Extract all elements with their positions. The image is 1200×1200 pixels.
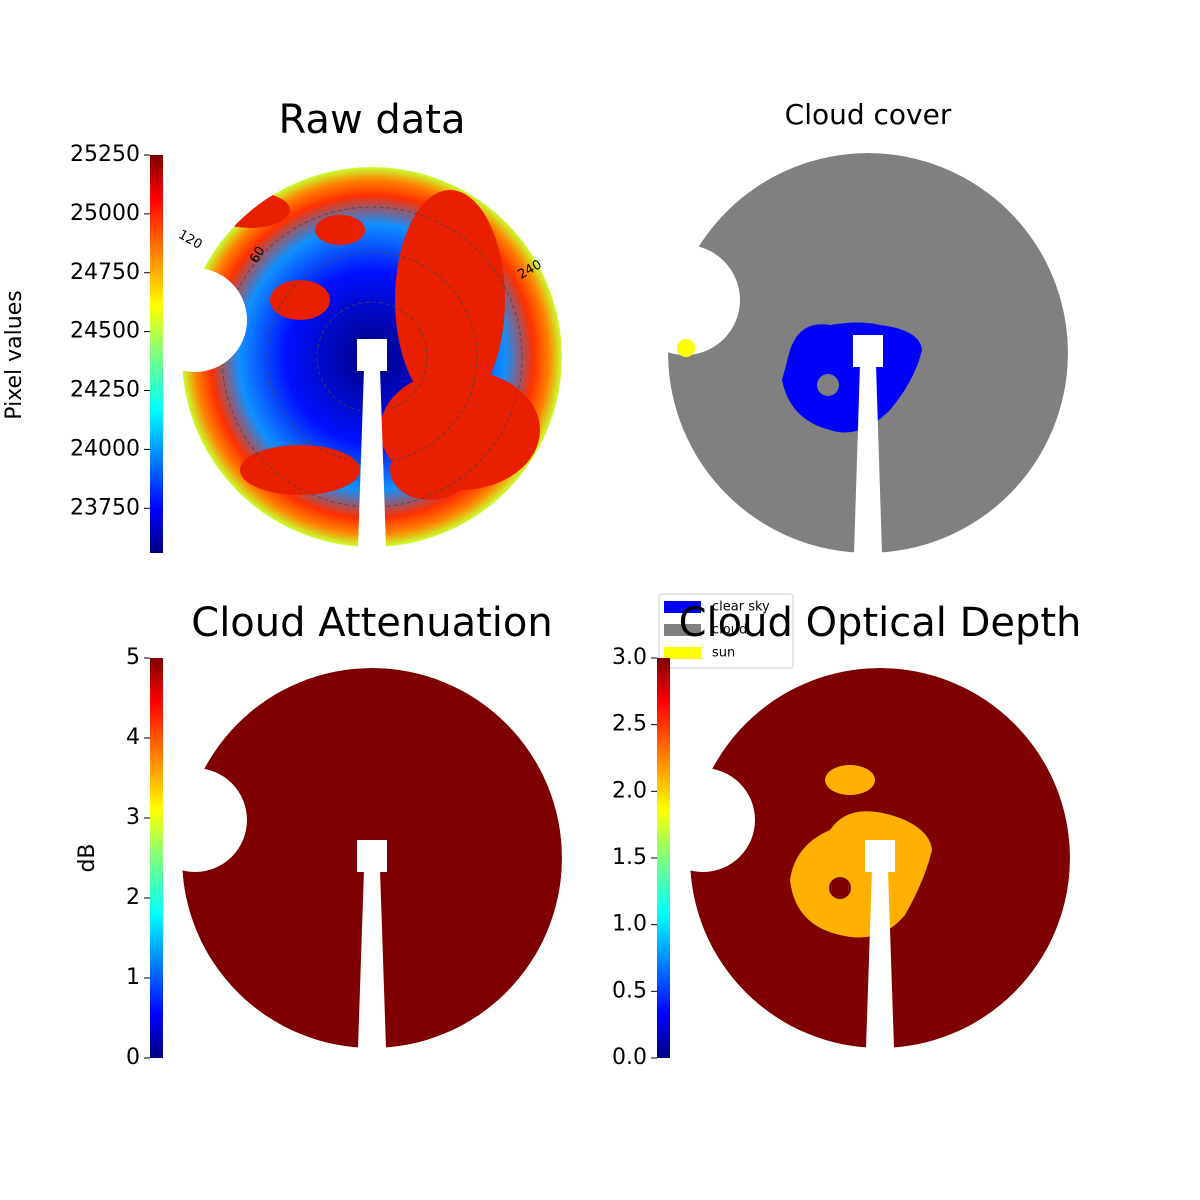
sky-image [668, 153, 1068, 553]
colorbar-tick-label: 1 [126, 965, 140, 990]
colorbar-tick-label: 2.5 [612, 712, 647, 737]
panel-title: Raw data [279, 97, 466, 143]
colorbar [150, 155, 163, 553]
sky-image [182, 668, 562, 1048]
colorbar-tick-label: 3.0 [612, 645, 647, 670]
sky-image [182, 167, 562, 547]
hole [817, 374, 839, 396]
cloud-patch [270, 280, 330, 320]
colorbar-tick-label: 4 [126, 725, 140, 750]
thin-patch [825, 765, 875, 795]
hole [829, 877, 851, 899]
colorbar-tick-label: 2 [126, 885, 140, 910]
colorbar [150, 658, 163, 1058]
cloud-patch [315, 215, 365, 245]
cloud-patch [395, 190, 505, 410]
legend-swatch [664, 647, 701, 659]
colorbar-tick-label: 24000 [70, 436, 140, 461]
legend-label: clear sky [712, 600, 770, 615]
cloud-patch [240, 445, 360, 495]
colorbar-tick-label: 23750 [70, 495, 140, 520]
panel-title: Cloud Attenuation [191, 600, 552, 646]
sun [677, 339, 695, 357]
legend-swatch [664, 601, 701, 613]
polar-label: 120 [175, 227, 204, 252]
panel-title: Cloud cover [785, 98, 952, 131]
polar-label: 60 [247, 244, 268, 266]
mast-head [865, 840, 895, 872]
mast [358, 369, 386, 547]
mast-head [853, 335, 883, 367]
polar-ring [221, 206, 523, 508]
colorbar-tick-label: 25250 [70, 142, 140, 167]
colorbar-tick-label: 24250 [70, 378, 140, 403]
legend-label: cloud [712, 623, 747, 638]
mast-head [357, 840, 387, 872]
colorbar-tick-label: 24500 [70, 319, 140, 344]
colorbar [657, 658, 670, 1058]
mast [866, 870, 894, 1048]
colorbar-tick-label: 3 [126, 805, 140, 830]
sky-image [690, 668, 1070, 1048]
cloud-patch [390, 440, 470, 500]
colorbar-tick-label: 0.5 [612, 978, 647, 1003]
colorbar-tick-label: 1.5 [612, 845, 647, 870]
colorbar-label: Pixel values [2, 290, 27, 419]
clear-region [782, 322, 922, 433]
colorbar-tick-label: 2.0 [612, 778, 647, 803]
mast-head [357, 339, 387, 371]
mast [358, 870, 386, 1048]
mast [854, 365, 882, 553]
colorbar-tick-label: 24750 [70, 260, 140, 285]
colorbar-tick-label: 0.0 [612, 1045, 647, 1070]
legend-swatch [664, 624, 701, 636]
colorbar-label: dB [75, 843, 100, 872]
colorbar-tick-label: 5 [126, 645, 140, 670]
cloud-patch [210, 192, 290, 228]
legend: clear sky cloud sun [658, 593, 794, 669]
panel-title: Cloud Optical Depth [679, 600, 1082, 646]
thin-region [790, 811, 932, 938]
legend-label: sun [712, 646, 735, 661]
colorbar-tick-label: 25000 [70, 201, 140, 226]
colorbar-tick-label: 0 [126, 1045, 140, 1070]
colorbar-tick-label: 1.0 [612, 912, 647, 937]
